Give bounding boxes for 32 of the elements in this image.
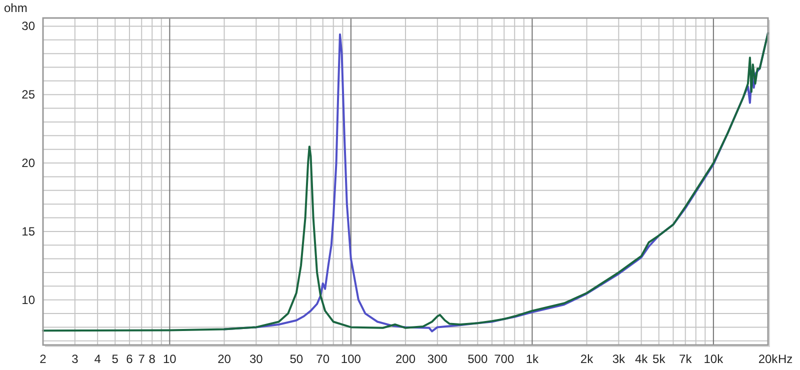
x-tick-label: 50 xyxy=(290,352,304,366)
x-tick-label: 20k xyxy=(758,352,779,366)
y-tick-label: 30 xyxy=(22,19,36,34)
x-tick-label: 5k xyxy=(652,352,666,366)
y-tick-label: 15 xyxy=(22,224,36,238)
x-tick-label: 10k xyxy=(704,352,724,366)
x-tick-label: 10 xyxy=(163,352,177,366)
x-tick-label: 2 xyxy=(40,352,47,366)
x-tick-label: 8 xyxy=(148,352,156,366)
x-tick-label: 20 xyxy=(218,352,232,366)
x-tick-label: 6 xyxy=(126,352,134,366)
x-tick-label: 4 xyxy=(94,352,102,366)
x-tick-label: 4k xyxy=(634,352,649,366)
x-tick-label: 5 xyxy=(112,352,119,366)
x-tick-label: 2k xyxy=(580,352,594,366)
x-tick-label: 1k xyxy=(526,352,540,366)
x-axis-title: Hz xyxy=(778,352,793,366)
y-tick-label: 20 xyxy=(22,156,36,170)
y-axis-title: ohm xyxy=(4,1,28,15)
y-tick-label: 25 xyxy=(22,88,36,102)
x-tick-label: 7k xyxy=(679,352,693,366)
x-tick-label: 30 xyxy=(249,352,264,366)
x-tick-label: 70 xyxy=(316,352,330,366)
x-tick-label: 700 xyxy=(494,352,514,366)
x-tick-label: 3k xyxy=(612,352,626,366)
y-tick-label: 10 xyxy=(22,292,36,307)
x-tick-label: 3 xyxy=(72,352,79,366)
x-tick-label: 200 xyxy=(395,352,416,366)
x-tick-label: 300 xyxy=(427,352,448,366)
x-tick-label: 7 xyxy=(138,352,146,366)
x-tick-label: 100 xyxy=(340,352,362,366)
x-tick-label: 500 xyxy=(468,352,488,366)
